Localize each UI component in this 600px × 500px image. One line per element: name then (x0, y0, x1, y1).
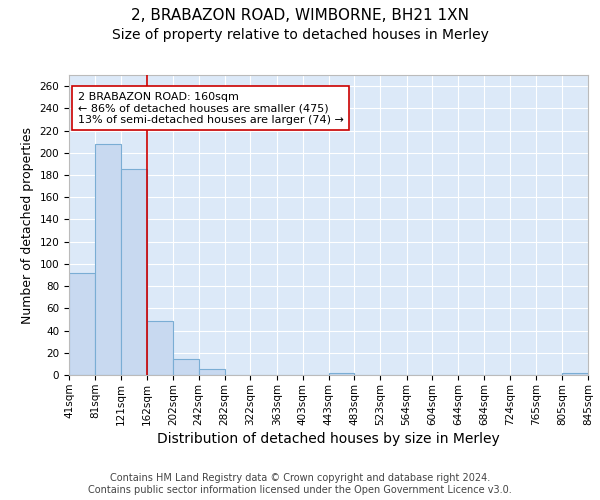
Bar (562, 373, 588, 375)
Text: Contains HM Land Registry data © Crown copyright and database right 2024.
Contai: Contains HM Land Registry data © Crown c… (88, 474, 512, 495)
Text: Distribution of detached houses by size in Merley: Distribution of detached houses by size … (157, 432, 500, 446)
Bar (69, 273, 95, 375)
Bar (199, 370, 224, 375)
Bar (329, 373, 355, 375)
Y-axis label: Number of detached properties: Number of detached properties (21, 126, 34, 324)
Text: 2, BRABAZON ROAD, WIMBORNE, BH21 1XN: 2, BRABAZON ROAD, WIMBORNE, BH21 1XN (131, 8, 469, 22)
Bar (173, 360, 199, 375)
Bar (95, 144, 121, 375)
Text: Size of property relative to detached houses in Merley: Size of property relative to detached ho… (112, 28, 488, 42)
Bar (121, 170, 147, 375)
Bar (147, 320, 173, 375)
Text: 2 BRABAZON ROAD: 160sqm
← 86% of detached houses are smaller (475)
13% of semi-d: 2 BRABAZON ROAD: 160sqm ← 86% of detache… (78, 92, 344, 125)
